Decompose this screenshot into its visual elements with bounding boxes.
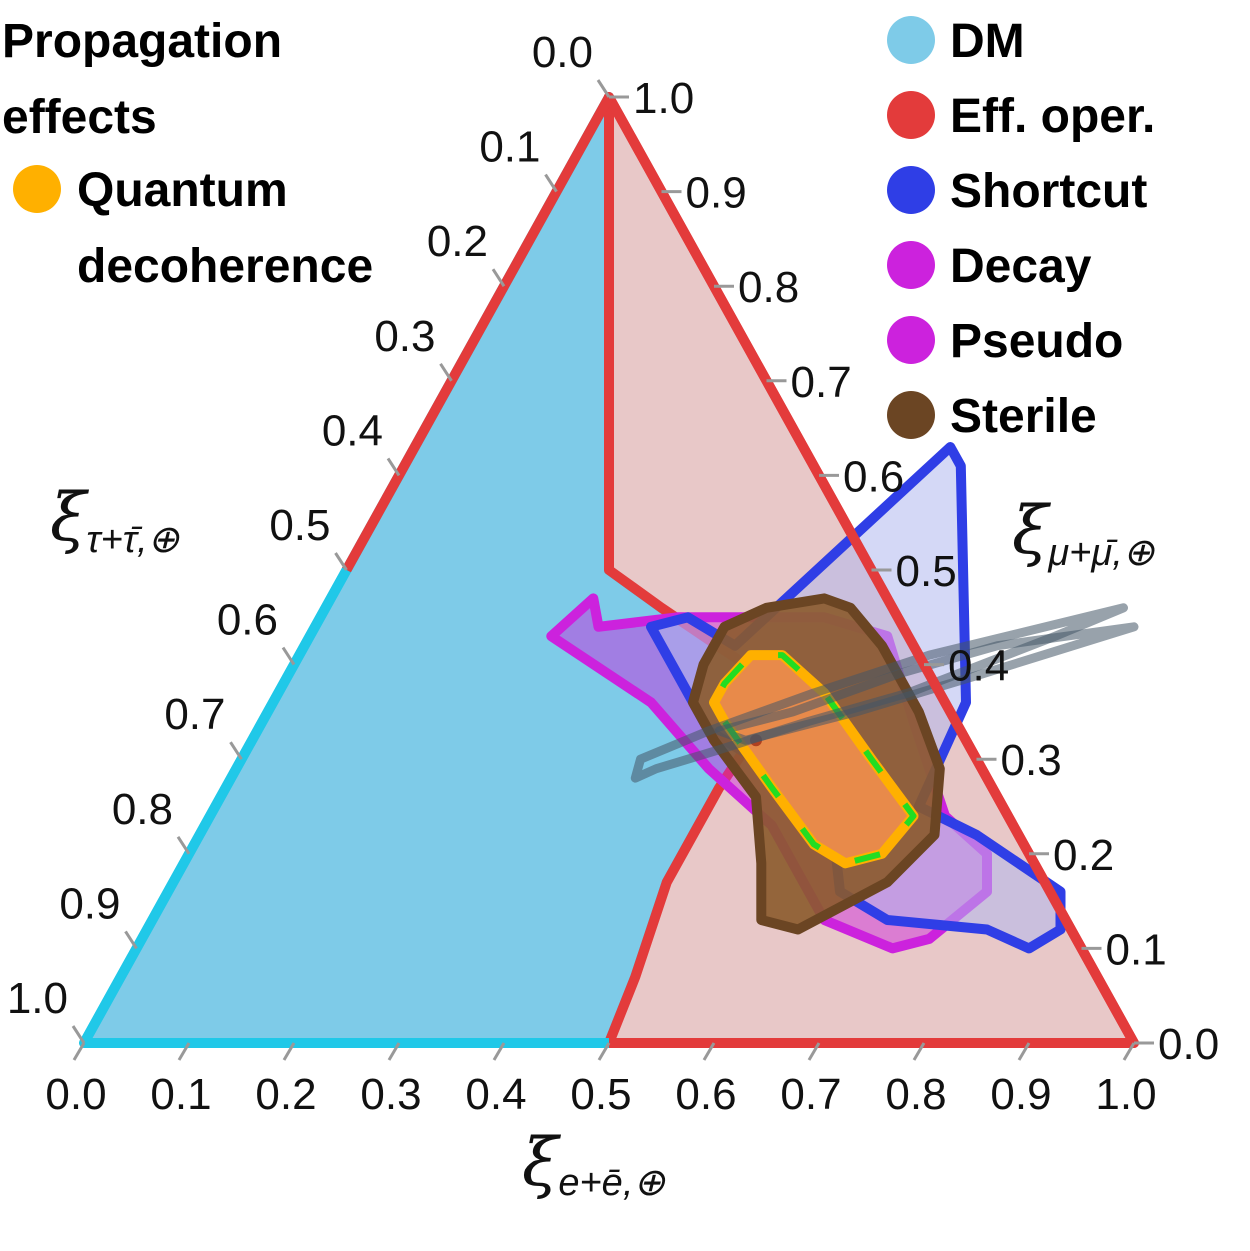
right-tick-label-7: 0.7: [791, 358, 852, 407]
right-tick-label-3: 0.3: [1001, 736, 1062, 785]
left-tick-3: [439, 362, 453, 382]
left-tick-0: [596, 79, 611, 98]
frame-left-effoper: [342, 94, 614, 573]
legend-eff-oper-label: Eff. oper.: [950, 90, 1155, 143]
left-axis-title: ξτ+τ̄,⊕: [50, 479, 181, 561]
right-tick-label-0: 0.0: [1158, 1020, 1219, 1069]
bottom-tick-10: [1122, 1042, 1136, 1061]
bottom-tick-6: [702, 1042, 716, 1061]
bottom-tick-label-9: 0.9: [990, 1070, 1051, 1119]
left-tick-10: [71, 1025, 86, 1044]
left-tick-label-10: 1.0: [7, 974, 68, 1023]
right-tick-label-10: 1.0: [633, 74, 694, 123]
bottom-tick-5: [597, 1042, 611, 1061]
bottom-tick-1: [177, 1042, 191, 1061]
bottom-tick-label-5: 0.5: [570, 1070, 631, 1119]
bottom-tick-label-3: 0.3: [360, 1070, 421, 1119]
regions-layer: [79, 92, 1139, 1048]
left-tick-8: [176, 835, 191, 855]
bottom-tick-label-8: 0.8: [885, 1070, 946, 1119]
right-tick-label-5: 0.5: [896, 547, 957, 596]
legend-pseudo-label: Pseudo: [950, 315, 1123, 368]
right-tick-label-2: 0.2: [1053, 831, 1114, 880]
legend-left-title-line1: Propagation: [2, 15, 282, 68]
bottom-tick-8: [912, 1042, 926, 1061]
bottom-tick-label-7: 0.7: [780, 1070, 841, 1119]
left-tick-label-0: 0.0: [532, 28, 593, 77]
bottom-axis-title-main: ξ: [522, 1124, 562, 1201]
grey-contour-2: [714, 622, 1139, 745]
grey-contour-1: [630, 603, 1128, 783]
left-tick-label-4: 0.4: [322, 406, 383, 455]
legend-quantum-decoherence-line1: Quantum: [77, 164, 288, 217]
bottom-tick-7: [807, 1042, 821, 1061]
left-tick-label-7: 0.7: [164, 690, 225, 739]
bottom-tick-label-2: 0.2: [255, 1070, 316, 1119]
left-axis-title-sub: τ+τ̄,⊕: [86, 519, 180, 561]
left-tick-label-3: 0.3: [374, 312, 435, 361]
region-quantum-decoherence-dash: [711, 652, 917, 867]
right-axis-title-sub: μ+μ̄,⊕: [1047, 532, 1155, 574]
legend-decay-marker: [887, 241, 935, 289]
right-axis-title: ξμ+μ̄,⊕: [1012, 492, 1156, 574]
ticks-layer: 0.0 0.1 0.2 0.3 0.4 0.5 0.6 0.7 0.8 0.9 1.00.00.10…: [7, 28, 1219, 1119]
bottom-tick-label-4: 0.4: [465, 1070, 526, 1119]
legend-sterile-marker: [887, 391, 935, 439]
legend-quantum-decoherence-marker: [13, 165, 61, 213]
left-tick-label-5: 0.5: [269, 501, 330, 550]
bottom-tick-2: [282, 1042, 296, 1061]
legend-left-title-line2: effects: [2, 91, 157, 144]
left-tick-label-6: 0.6: [217, 596, 278, 645]
legend-dm-label: DM: [950, 15, 1025, 68]
legend-pseudo-marker: [887, 316, 935, 364]
bottom-axis-title: ξe+ē,⊕: [522, 1124, 666, 1204]
left-axis-title-main: ξ: [50, 479, 90, 556]
legend-shortcut-marker: [887, 166, 935, 214]
bottom-tick-label-6: 0.6: [675, 1070, 736, 1119]
left-tick-label-2: 0.2: [427, 217, 488, 266]
left-tick-7: [229, 741, 243, 761]
left-tick-label-9: 0.9: [59, 879, 120, 928]
left-tick-2: [491, 268, 506, 288]
left-tick-4: [386, 457, 401, 477]
bottom-axis-title-sub: e+ē,⊕: [558, 1162, 666, 1204]
left-tick-1: [544, 173, 558, 193]
svg-text:ξμ+μ̄,⊕: ξμ+μ̄,⊕: [1012, 492, 1156, 574]
left-tick-6: [281, 646, 296, 666]
left-tick-5: [334, 552, 348, 571]
right-tick-label-9: 0.9: [686, 169, 747, 218]
legend-dm-marker: [887, 16, 935, 64]
legend-sterile-label: Sterile: [950, 390, 1097, 443]
legend-quantum-decoherence-line2: decoherence: [77, 240, 373, 293]
bottom-tick-3: [387, 1042, 401, 1061]
right-tick-label-6: 0.6: [843, 452, 904, 501]
legend-shortcut-label: Shortcut: [950, 165, 1147, 218]
svg-text:ξe+ē,⊕: ξe+ē,⊕: [522, 1124, 666, 1204]
legend-decay-label: Decay: [950, 240, 1092, 293]
frame-left-dm: [79, 567, 351, 1046]
left-tick-9: [124, 930, 138, 950]
bottom-tick-9: [1017, 1042, 1031, 1061]
right-tick-label-1: 0.1: [1106, 925, 1167, 974]
right-tick-label-4: 0.4: [948, 642, 1009, 691]
bottom-tick-label-10: 1.0: [1095, 1070, 1156, 1119]
legend-right: DM Eff. oper. Shortcut Decay Pseudo Sterile: [887, 15, 1155, 443]
right-tick-label-8: 0.8: [738, 263, 799, 312]
legend-left: Propagation effects Quantum decoherence: [2, 15, 373, 293]
legend-eff-oper-marker: [887, 91, 935, 139]
bottom-tick-label-1: 0.1: [150, 1070, 211, 1119]
left-tick-label-8: 0.8: [112, 785, 173, 834]
grey-curves-layer: [630, 603, 1139, 783]
bottom-tick-label-0: 0.0: [45, 1070, 106, 1119]
bottom-tick-0: [72, 1042, 86, 1061]
svg-text:ξτ+τ̄,⊕: ξτ+τ̄,⊕: [50, 479, 181, 561]
left-tick-label-1: 0.1: [479, 123, 540, 172]
right-axis-title-main: ξ: [1012, 492, 1052, 569]
bottom-tick-4: [492, 1042, 506, 1061]
